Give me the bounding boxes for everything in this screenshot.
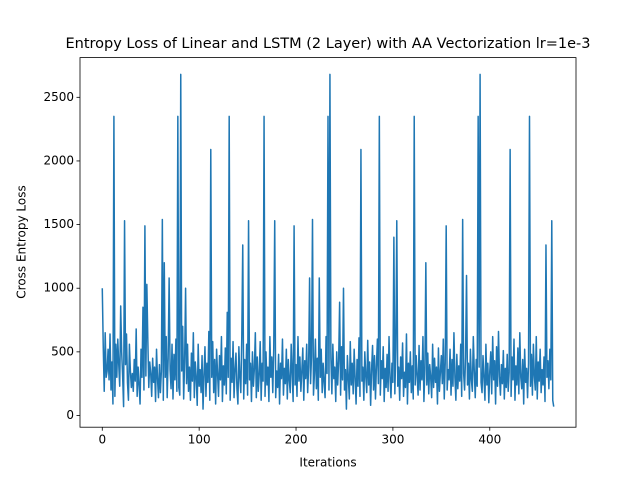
x-tick-label: 300 bbox=[381, 433, 404, 447]
y-tick-label: 1500 bbox=[43, 217, 74, 231]
y-tick-label: 0 bbox=[66, 408, 74, 422]
chart-title: Entropy Loss of Linear and LSTM (2 Layer… bbox=[65, 36, 590, 52]
x-tick-label: 100 bbox=[188, 433, 211, 447]
y-axis-label: Cross Entropy Loss bbox=[15, 185, 29, 298]
y-tick-label: 1000 bbox=[43, 281, 74, 295]
axes-frame bbox=[79, 57, 577, 428]
y-tick-label: 2500 bbox=[43, 90, 74, 104]
x-axis-label: Iterations bbox=[299, 456, 356, 470]
y-tick-label: 500 bbox=[51, 344, 74, 358]
x-tick-label: 400 bbox=[478, 433, 501, 447]
y-tick-label: 2000 bbox=[43, 153, 74, 167]
x-tick-label: 0 bbox=[98, 433, 106, 447]
x-tick-label: 200 bbox=[285, 433, 308, 447]
line-series bbox=[101, 73, 555, 410]
